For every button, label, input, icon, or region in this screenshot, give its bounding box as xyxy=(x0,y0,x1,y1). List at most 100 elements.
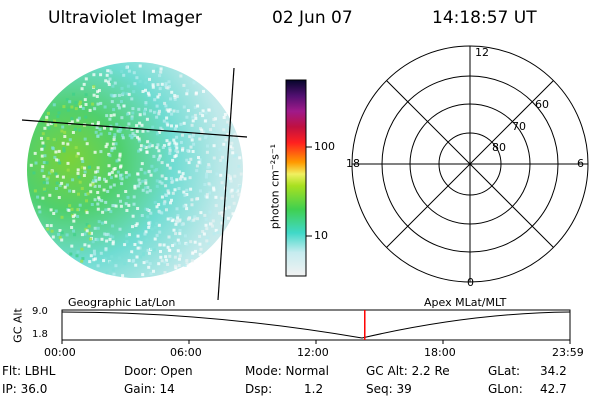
uv-speckle xyxy=(145,117,149,121)
uv-speckle xyxy=(120,70,124,73)
uv-speckle xyxy=(104,145,108,149)
uv-speckle xyxy=(145,260,149,264)
uv-speckle xyxy=(167,191,171,195)
uv-speckle xyxy=(149,211,153,215)
uv-speckle xyxy=(40,169,44,173)
uv-speckle xyxy=(150,227,154,231)
uv-speckle xyxy=(162,243,166,247)
uv-speckle xyxy=(179,74,183,78)
uv-speckle xyxy=(165,121,169,125)
uv-speckle xyxy=(141,253,145,257)
uv-speckle xyxy=(109,176,113,180)
uv-speckle xyxy=(185,158,189,162)
uv-speckle xyxy=(191,115,195,119)
uv-speckle xyxy=(96,238,100,242)
uv-speckle xyxy=(133,243,137,246)
uv-speckle xyxy=(96,191,100,194)
uv-speckle xyxy=(37,205,41,209)
uv-speckle xyxy=(138,64,142,68)
mode-status: Mode: Normal xyxy=(245,364,329,378)
uv-speckle xyxy=(97,220,101,224)
uv-speckle xyxy=(99,101,103,105)
uv-speckle xyxy=(54,123,58,127)
uv-speckle xyxy=(146,248,150,252)
uv-speckle xyxy=(177,170,181,174)
uv-speckle xyxy=(93,226,97,230)
uv-speckle xyxy=(162,202,166,206)
uv-speckle xyxy=(220,213,224,216)
uv-speckle xyxy=(209,128,213,132)
uv-speckle xyxy=(211,131,215,135)
uv-speckle xyxy=(166,245,170,249)
uv-speckle xyxy=(174,144,178,148)
uv-speckle xyxy=(111,84,115,88)
uv-speckle xyxy=(58,161,62,165)
uv-speckle xyxy=(114,174,118,178)
uv-speckle xyxy=(70,120,74,124)
uv-speckle xyxy=(176,150,180,154)
uv-speckle xyxy=(97,198,101,202)
uv-speckle xyxy=(107,172,111,176)
uv-speckle xyxy=(237,193,241,197)
uv-speckle xyxy=(173,264,177,268)
uv-speckle xyxy=(212,124,216,127)
uv-speckle xyxy=(195,164,199,168)
uv-speckle xyxy=(57,149,61,153)
uv-speckle xyxy=(125,175,129,179)
uv-speckle xyxy=(158,156,161,160)
uv-speckle xyxy=(34,161,38,165)
uv-speckle xyxy=(159,250,162,253)
uv-speckle xyxy=(228,175,232,179)
instrument-title: Ultraviolet Imager xyxy=(48,8,202,28)
uv-speckle xyxy=(139,167,143,171)
uv-speckle xyxy=(89,254,93,258)
uv-speckle xyxy=(112,183,116,187)
uv-speckle xyxy=(170,176,173,180)
uv-speckle xyxy=(110,170,114,174)
uv-speckle xyxy=(127,69,131,73)
uv-speckle xyxy=(149,109,153,113)
uv-speckle xyxy=(69,252,73,256)
uv-speckle xyxy=(192,81,196,85)
uv-speckle xyxy=(165,116,169,120)
uv-speckle xyxy=(91,240,95,244)
uv-speckle xyxy=(54,150,58,154)
uv-speckle xyxy=(155,184,159,188)
uv-speckle xyxy=(113,81,117,85)
uv-speckle xyxy=(45,224,49,227)
uv-speckle xyxy=(163,271,167,275)
uv-speckle xyxy=(80,157,84,161)
uv-speckle xyxy=(164,104,168,108)
uv-speckle xyxy=(71,131,75,134)
uv-speckle xyxy=(197,160,201,164)
uv-speckle xyxy=(143,171,147,175)
uv-speckle xyxy=(222,116,226,119)
uv-speckle xyxy=(226,120,230,124)
uv-speckle xyxy=(52,138,56,142)
uv-speckle xyxy=(156,83,160,87)
uv-speckle xyxy=(158,109,161,113)
uv-speckle xyxy=(110,100,114,104)
uv-speckle xyxy=(40,147,44,151)
uv-speckle xyxy=(153,225,157,229)
uv-speckle xyxy=(169,201,172,205)
uv-speckle xyxy=(162,144,166,148)
uv-speckle xyxy=(168,166,172,170)
uv-speckle xyxy=(164,184,168,188)
uv-speckle xyxy=(103,232,107,236)
uv-speckle xyxy=(198,234,202,238)
glon-value: 42.7 xyxy=(540,382,567,396)
glat-label: GLat: xyxy=(488,364,521,378)
uv-speckle xyxy=(176,249,180,253)
uv-speckle xyxy=(229,190,233,194)
uv-speckle xyxy=(222,128,226,132)
uv-speckle xyxy=(136,135,139,139)
uv-speckle xyxy=(175,94,179,98)
uv-speckle xyxy=(145,75,149,79)
uv-speckle xyxy=(208,191,212,195)
uv-speckle xyxy=(180,223,184,227)
uv-speckle xyxy=(214,195,218,199)
uv-speckle xyxy=(182,121,186,125)
uv-speckle xyxy=(62,149,66,153)
uv-speckle xyxy=(91,182,95,186)
